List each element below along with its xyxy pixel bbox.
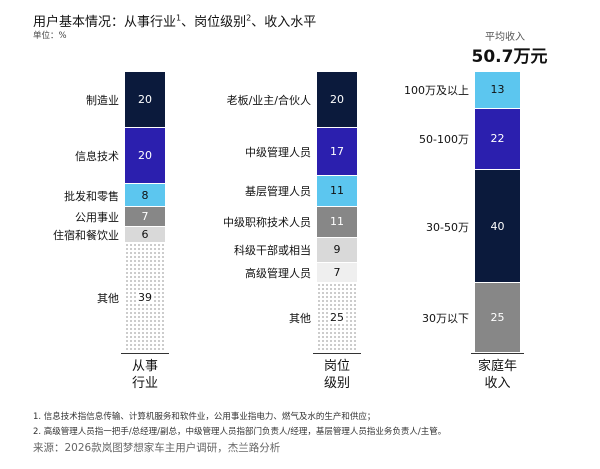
data-label: 13 [490, 83, 505, 97]
data-label: 40 [490, 219, 505, 233]
data-label: 20 [138, 149, 152, 163]
data-label: 11 [330, 215, 344, 229]
average-income-value: 50.7万元 [471, 47, 548, 67]
bar-segment: 39 [125, 243, 165, 353]
bar-segment: 20 [125, 128, 165, 185]
average-income-label: 平均收入 [485, 32, 525, 43]
category-label: 其他 [289, 311, 311, 325]
category-label: 100万及以上 [404, 84, 469, 98]
bar-segment: 7 [125, 206, 165, 227]
category-label: 基层管理人员 [245, 185, 311, 199]
data-label: 25 [490, 310, 505, 324]
data-label: 39 [136, 291, 154, 305]
bar-1: 20 17 11 11 9 7 25 [317, 72, 357, 353]
unit-label: 单位：% [33, 31, 67, 41]
category-label: 中级职称技术人员 [223, 216, 311, 230]
bar-segment: 13 [475, 72, 520, 109]
data-label: 25 [328, 310, 346, 324]
axis-line [121, 353, 169, 354]
bar-segment: 20 [317, 72, 357, 129]
data-label: 6 [141, 227, 149, 241]
bar-axis-label: 家庭年 收入 [477, 359, 517, 391]
bar-segment: 25 [317, 282, 357, 353]
data-label: 17 [330, 145, 344, 159]
data-label: 9 [333, 243, 341, 257]
data-label: 11 [330, 184, 344, 198]
bar-2: 13 22 40 25 [475, 72, 520, 353]
data-label: 7 [333, 265, 341, 279]
data-label: 20 [138, 93, 152, 107]
bar-segment: 8 [125, 184, 165, 207]
category-label: 老板/业主/合伙人 [226, 94, 311, 108]
category-label: 其他 [97, 292, 119, 306]
bar-segment: 9 [317, 237, 357, 264]
axis-line [313, 353, 361, 354]
bar-axis-label: 岗位 级别 [323, 359, 350, 391]
bar-0: 20 20 8 7 6 39 [125, 72, 165, 353]
category-label: 住宿和餐饮业 [53, 228, 119, 242]
bar-segment: 6 [125, 226, 165, 244]
bar-segment: 20 [125, 72, 165, 129]
data-label: 7 [141, 209, 149, 223]
data-label: 20 [330, 93, 344, 107]
bar-axis-label: 从事 行业 [131, 359, 158, 391]
category-label: 科级干部或相当 [234, 244, 311, 258]
bar-segment: 11 [317, 206, 357, 238]
category-label: 批发和零售 [64, 189, 119, 203]
bar-segment: 11 [317, 175, 357, 207]
footnote-1: 1. 信息技术指信息传输、计算机服务和软件业，公用事业指电力、燃气及水的生产和供… [33, 412, 376, 422]
bar-segment: 40 [475, 170, 520, 283]
bar-segment: 17 [317, 128, 357, 176]
data-label: 8 [141, 188, 149, 202]
footnote-2: 2. 高级管理人员指一把手/总经理/副总，中级管理人员指部门负责人/经理，基层管… [33, 427, 447, 437]
category-label: 公用事业 [75, 210, 119, 224]
source-note: 来源：2026款岚图梦想家车主用户调研，杰兰路分析 [33, 442, 281, 454]
bar-segment: 7 [317, 263, 357, 283]
data-label: 22 [490, 132, 505, 146]
category-label: 30万以下 [422, 311, 469, 325]
category-label: 30-50万 [426, 220, 469, 234]
category-label: 50-100万 [419, 133, 469, 147]
axis-line [471, 353, 524, 354]
category-label: 中级管理人员 [245, 146, 311, 160]
category-label: 制造业 [86, 94, 119, 108]
category-label: 高级管理人员 [245, 266, 311, 280]
chart-title: 用户基本情况：从事行业1、岗位级别2、收入水平 [33, 13, 317, 30]
bar-segment: 22 [475, 108, 520, 171]
category-label: 信息技术 [75, 150, 119, 164]
bar-segment: 25 [475, 282, 520, 353]
